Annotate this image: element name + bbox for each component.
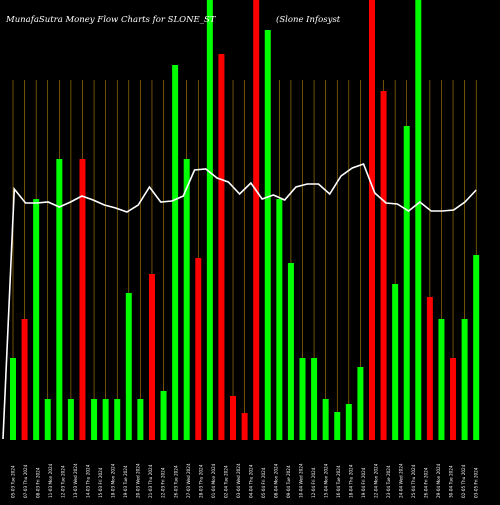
x-tick-label: 15-03 Fri 2024 bbox=[98, 467, 103, 498]
x-tick-label: 05-04 Fri 2024 bbox=[261, 467, 266, 498]
bar-down bbox=[380, 91, 387, 440]
bar-down bbox=[241, 413, 248, 440]
x-tick-label: 18-03 Mon 2024 bbox=[111, 463, 116, 498]
bar-up bbox=[137, 399, 144, 440]
x-tick-label: 05-03 Tue 2024 bbox=[11, 465, 16, 498]
x-tick-label: 03-04 Wed 2024 bbox=[236, 463, 241, 498]
x-tick-label: 14-03 Thu 2024 bbox=[86, 464, 91, 498]
x-tick-label: 08-04 Mon 2024 bbox=[273, 463, 278, 498]
chart-title: MunafaSutra Money Flow Charts for SLONE_… bbox=[5, 15, 217, 25]
bar-up bbox=[102, 399, 109, 440]
x-tick-label: 25-04 Thu 2024 bbox=[411, 464, 416, 498]
line-layer bbox=[2, 162, 477, 440]
bar-up bbox=[334, 412, 341, 440]
bar-up bbox=[415, 0, 422, 440]
bar-up bbox=[287, 263, 294, 440]
x-tick-label: 16-04 Tue 2024 bbox=[336, 465, 341, 498]
bar-down bbox=[148, 274, 155, 440]
x-tick-label: 12-03 Tue 2024 bbox=[61, 465, 66, 498]
x-tick-label: 19-04 Fri 2024 bbox=[361, 467, 366, 498]
x-tick-label: 15-04 Mon 2024 bbox=[323, 463, 328, 498]
bar-up bbox=[299, 358, 306, 440]
bar-up bbox=[392, 284, 399, 440]
x-tick-label: 12-04 Fri 2024 bbox=[311, 467, 316, 498]
bar-down bbox=[426, 297, 433, 440]
x-tick-label: 26-03 Tue 2024 bbox=[173, 465, 178, 498]
x-tick-label: 07-03 Thu 2024 bbox=[23, 464, 28, 498]
bar-down bbox=[79, 159, 86, 440]
x-tick-label: 13-03 Wed 2024 bbox=[73, 463, 78, 498]
bar-up bbox=[125, 293, 132, 440]
x-tick-label: 09-04 Tue 2024 bbox=[286, 465, 291, 498]
x-tick-label: 10-04 Wed 2024 bbox=[298, 463, 303, 498]
x-tick-label: 03-05 Fri 2024 bbox=[474, 467, 479, 498]
x-tick-label: 22-04 Mon 2024 bbox=[374, 463, 379, 498]
x-tick-label: 22-03 Fri 2024 bbox=[161, 467, 166, 498]
bar-down bbox=[218, 54, 225, 440]
x-tick-label: 02-05 Thu 2024 bbox=[461, 464, 466, 498]
bar-up bbox=[172, 65, 179, 440]
bar-up bbox=[114, 399, 121, 440]
bar-up bbox=[473, 255, 480, 440]
x-tick-label: 24-04 Wed 2024 bbox=[399, 463, 404, 498]
bar-up bbox=[264, 30, 271, 440]
bar-up bbox=[10, 358, 16, 440]
bar-layer bbox=[10, 0, 480, 440]
bar-up bbox=[160, 391, 167, 440]
money-flow-line bbox=[2, 162, 477, 440]
bar-up bbox=[311, 358, 318, 440]
x-tick-label: 21-03 Thu 2024 bbox=[148, 464, 153, 498]
x-tick-label: 28-03 Thu 2024 bbox=[198, 464, 203, 498]
x-tick-label: 26-04 Fri 2024 bbox=[424, 467, 429, 498]
bar-up bbox=[183, 159, 190, 440]
bar-up bbox=[33, 199, 40, 440]
x-tick-label: 27-03 Wed 2024 bbox=[186, 463, 191, 498]
bar-up bbox=[357, 367, 364, 440]
bar-up bbox=[438, 319, 445, 440]
bar-up bbox=[206, 0, 213, 440]
bar-up bbox=[276, 199, 283, 440]
bar-down bbox=[253, 0, 260, 440]
bar-down bbox=[368, 0, 375, 440]
x-tick-label: 20-03 Wed 2024 bbox=[136, 463, 141, 498]
bar-up bbox=[322, 399, 329, 440]
bar-down bbox=[230, 396, 237, 440]
bar-down bbox=[195, 258, 202, 440]
bar-up bbox=[461, 319, 468, 440]
bar-up bbox=[91, 399, 98, 440]
x-tick-label: 29-04 Mon 2024 bbox=[436, 463, 441, 498]
bar-up bbox=[403, 126, 410, 440]
bar-up bbox=[56, 159, 63, 440]
x-tick-label: 23-04 Tue 2024 bbox=[386, 465, 391, 498]
bar-up bbox=[345, 404, 352, 440]
bar-down bbox=[21, 319, 28, 440]
x-tick-label: 04-04 Thu 2024 bbox=[248, 464, 253, 498]
tick-label-layer: 05-03 Tue 2024 07-03 Thu 2024 08-03 Fri 20… bbox=[11, 463, 479, 498]
bar-up bbox=[67, 399, 74, 440]
x-tick-label: 08-03 Fri 2024 bbox=[36, 467, 41, 498]
x-tick-label: 02-04 Tue 2024 bbox=[223, 465, 228, 498]
x-tick-label: 19-03 Tue 2024 bbox=[123, 465, 128, 498]
x-tick-label: 11-03 Mon 2024 bbox=[48, 463, 53, 498]
x-tick-label: 18-04 Thu 2024 bbox=[349, 464, 354, 498]
bar-down bbox=[450, 358, 457, 440]
bar-up bbox=[44, 399, 51, 440]
x-tick-label: 30-04 Tue 2024 bbox=[449, 465, 454, 498]
x-tick-label: 01-04 Mon 2024 bbox=[211, 463, 216, 498]
chart-subtitle: (Slone Infosyst bbox=[276, 14, 341, 25]
